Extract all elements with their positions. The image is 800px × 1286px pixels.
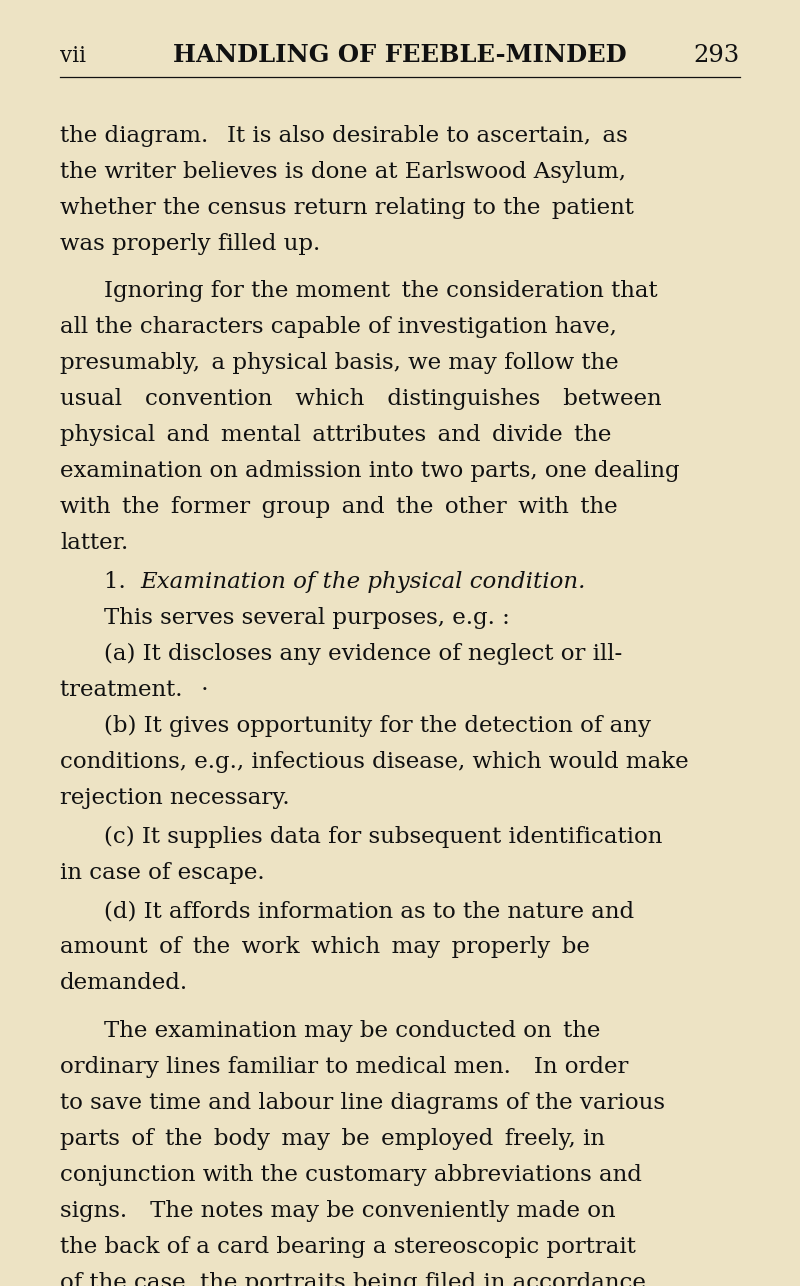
- Text: 1.: 1.: [104, 571, 145, 593]
- Text: to save time and labour line diagrams of the various: to save time and labour line diagrams of…: [60, 1092, 665, 1114]
- Text: amount of the work which may properly be: amount of the work which may properly be: [60, 936, 590, 958]
- Text: all the characters capable of investigation have,: all the characters capable of investigat…: [60, 316, 617, 338]
- Text: conjunction with the customary abbreviations and: conjunction with the customary abbreviat…: [60, 1164, 642, 1186]
- Text: ordinary lines familiar to medical men.  In order: ordinary lines familiar to medical men. …: [60, 1056, 628, 1078]
- Text: signs.  The notes may be conveniently made on: signs. The notes may be conveniently mad…: [60, 1200, 616, 1222]
- Text: Examination of the physical condition.: Examination of the physical condition.: [140, 571, 586, 593]
- Text: demanded.: demanded.: [60, 972, 188, 994]
- Text: parts of the body may be employed freely, in: parts of the body may be employed freely…: [60, 1128, 605, 1150]
- Text: was properly filled up.: was properly filled up.: [60, 233, 320, 255]
- Text: latter.: latter.: [60, 532, 128, 554]
- Text: usual  convention  which  distinguishes  between: usual convention which distinguishes bet…: [60, 388, 662, 410]
- Text: with the former group and the other with the: with the former group and the other with…: [60, 496, 618, 518]
- Text: This serves several purposes, e.g. :: This serves several purposes, e.g. :: [104, 607, 510, 629]
- Text: of the case, the portraits being filed in accordance: of the case, the portraits being filed i…: [60, 1272, 646, 1286]
- Text: in case of escape.: in case of escape.: [60, 862, 265, 883]
- Text: conditions, e.g., infectious disease, which would make: conditions, e.g., infectious disease, wh…: [60, 751, 689, 773]
- Text: rejection necessary.: rejection necessary.: [60, 787, 290, 809]
- Text: presumably, a physical basis, we may follow the: presumably, a physical basis, we may fol…: [60, 352, 618, 374]
- Text: examination on admission into two parts, one dealing: examination on admission into two parts,…: [60, 460, 680, 482]
- Text: (b) It gives opportunity for the detection of any: (b) It gives opportunity for the detecti…: [104, 715, 651, 737]
- Text: (d) It affords information as to the nature and: (d) It affords information as to the nat…: [104, 900, 634, 922]
- Text: Ignoring for the moment the consideration that: Ignoring for the moment the consideratio…: [104, 280, 658, 302]
- Text: HANDLING OF FEEBLE-MINDED: HANDLING OF FEEBLE-MINDED: [173, 42, 627, 67]
- Text: the diagram.  It is also desirable to ascertain, as: the diagram. It is also desirable to asc…: [60, 125, 628, 147]
- Text: (c) It supplies data for subsequent identification: (c) It supplies data for subsequent iden…: [104, 826, 662, 847]
- Text: vii: vii: [60, 45, 86, 67]
- Text: The examination may be conducted on the: The examination may be conducted on the: [104, 1020, 600, 1042]
- Text: physical and mental attributes and divide the: physical and mental attributes and divid…: [60, 424, 611, 446]
- Text: the writer believes is done at Earlswood Asylum,: the writer believes is done at Earlswood…: [60, 161, 626, 183]
- Text: the back of a card bearing a stereoscopic portrait: the back of a card bearing a stereoscopi…: [60, 1236, 636, 1258]
- Text: (a) It discloses any evidence of neglect or ill-: (a) It discloses any evidence of neglect…: [104, 643, 622, 665]
- Text: whether the census return relating to the patient: whether the census return relating to th…: [60, 197, 634, 219]
- Text: 293: 293: [694, 44, 740, 67]
- Text: treatment.  ·: treatment. ·: [60, 679, 209, 701]
